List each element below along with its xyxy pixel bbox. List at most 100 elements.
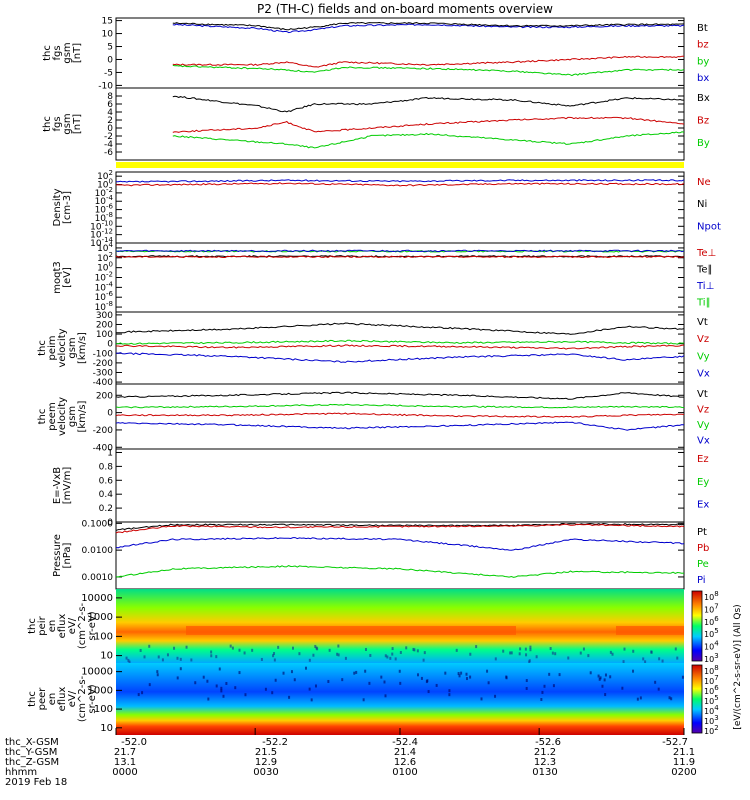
x-tick-label: 12.6: [394, 757, 416, 768]
noise-pixel: [185, 645, 188, 649]
y-tick-label: -2: [104, 132, 113, 142]
noise-pixel: [148, 683, 151, 687]
x-tick-label: 21.2: [534, 747, 556, 758]
y-tick-label: 0.8: [99, 462, 114, 472]
noise-pixel: [423, 651, 426, 655]
y-tick-label: 10-2: [95, 186, 113, 199]
noise-pixel: [298, 652, 301, 656]
y-tick-label: -400: [93, 378, 114, 388]
series-line-Bz: [172, 116, 685, 133]
legend-entry: Pi: [697, 575, 706, 586]
noise-pixel: [525, 679, 528, 683]
noise-pixel: [207, 697, 210, 701]
noise-pixel: [502, 649, 505, 653]
legend-entry: Vz: [697, 404, 709, 415]
y-tick-label: 5: [107, 43, 113, 53]
y-tick-label: 107: [704, 602, 719, 614]
noise-pixel: [251, 648, 254, 652]
legend-entry: by: [697, 56, 709, 67]
noise-pixel: [328, 648, 331, 652]
noise-pixel: [642, 657, 645, 661]
series-line-Bt: [172, 21, 685, 31]
y-tick-label: -4: [104, 140, 113, 150]
series-line-Pb: [115, 523, 685, 534]
y-axis-label: eV/: [67, 690, 78, 707]
noise-pixel: [525, 653, 528, 657]
noise-pixel: [650, 650, 653, 654]
noise-pixel: [543, 684, 546, 688]
y-axis-label: Density: [52, 188, 63, 226]
y-axis-label: eV/: [67, 617, 78, 634]
noise-pixel: [458, 674, 461, 678]
noise-pixel: [229, 644, 232, 648]
y-tick-label: 1: [107, 448, 113, 458]
legend-entry: Vx: [697, 435, 710, 446]
noise-pixel: [529, 648, 532, 652]
y-tick-label: 102: [97, 169, 113, 182]
y-tick-label: 2: [107, 116, 113, 126]
y-axis-label: [eV]: [62, 267, 73, 288]
y-tick-label: 106: [704, 684, 719, 696]
y-tick-label: 4: [107, 108, 113, 118]
noise-pixel: [420, 676, 423, 680]
legend-entry: Te∥: [696, 264, 713, 275]
y-tick-label: 104: [704, 704, 719, 716]
legend-entry: bz: [697, 40, 709, 51]
legend-entry: Vt: [697, 317, 708, 328]
x-row-label: thc_Y-GSM: [5, 747, 57, 758]
noise-pixel: [273, 652, 276, 656]
noise-pixel: [190, 658, 193, 662]
noise-pixel: [308, 687, 311, 691]
y-tick-label: -5: [104, 68, 113, 78]
y-axis-label: (cm^2-s-: [77, 602, 88, 649]
y-tick-label: 108: [704, 664, 719, 676]
y-tick-label: 0.0010: [82, 573, 114, 583]
y-axis-label: en: [47, 620, 58, 633]
y-tick-label: 10-14: [90, 236, 113, 249]
noise-pixel: [622, 660, 625, 664]
noise-pixel: [344, 656, 347, 660]
noise-pixel: [416, 649, 419, 653]
y-tick-label: -10: [98, 81, 113, 91]
y-tick-label: 1000: [88, 612, 113, 623]
noise-pixel: [206, 679, 209, 683]
y-axis-label: (cm^2-s-: [77, 675, 88, 722]
noise-pixel: [528, 659, 531, 663]
noise-pixel: [238, 648, 241, 652]
noise-pixel: [639, 696, 642, 700]
noise-pixel: [535, 655, 538, 659]
noise-pixel: [460, 671, 463, 675]
noise-pixel: [143, 655, 146, 659]
x-date: 2019 Feb 18: [5, 777, 67, 788]
noise-pixel: [291, 646, 294, 650]
noise-pixel: [355, 670, 358, 674]
legend-entry: Vy: [697, 420, 710, 431]
noise-pixel: [310, 698, 313, 702]
yellow-band: [116, 162, 684, 168]
noise-pixel: [141, 691, 144, 695]
y-tick-label: 0.2: [99, 504, 113, 514]
y-axis-label: peem: [47, 402, 58, 430]
x-tick-label: 12.9: [255, 757, 277, 768]
noise-pixel: [156, 673, 159, 677]
noise-pixel: [668, 696, 671, 700]
noise-pixel: [398, 669, 401, 673]
noise-pixel: [243, 651, 246, 655]
noise-pixel: [604, 673, 607, 677]
y-tick-label: 0.0100: [82, 546, 114, 556]
y-tick-label: 100: [94, 631, 113, 642]
noise-pixel: [137, 693, 140, 697]
noise-pixel: [234, 686, 237, 690]
noise-pixel: [510, 651, 513, 655]
noise-pixel: [139, 648, 142, 652]
series-line-Te⊥: [115, 255, 685, 259]
noise-pixel: [386, 655, 389, 659]
y-tick-label: 10: [102, 30, 114, 40]
noise-pixel: [549, 647, 552, 651]
y-axis-label: gsm: [62, 113, 73, 134]
series-line-Vy: [115, 403, 685, 409]
y-tick-label: 0.1000: [82, 519, 114, 529]
y-tick-label: 10000: [81, 593, 113, 604]
y-tick-label: 10: [100, 723, 113, 734]
